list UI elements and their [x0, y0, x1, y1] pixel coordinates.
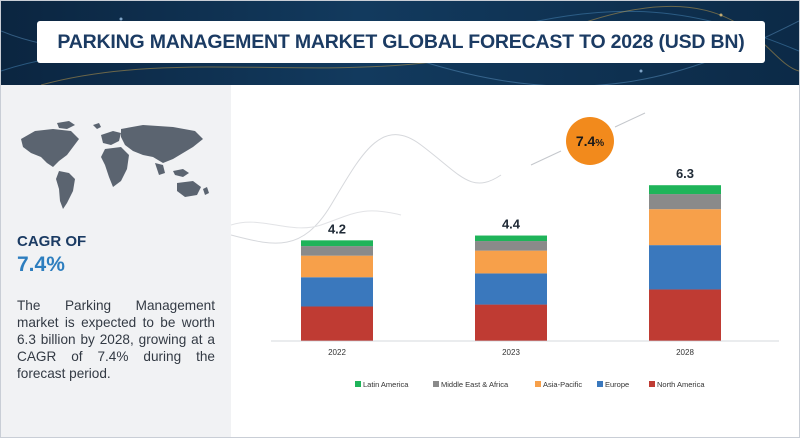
- bar-2028-middle-east-and-africa: [649, 194, 721, 210]
- world-map-icon: [21, 121, 209, 209]
- legend-swatch-latin-america: [355, 381, 361, 387]
- bar-2022-north-america: [301, 306, 373, 341]
- x-tick-2023: 2023: [502, 348, 520, 357]
- total-label-2023: 4.4: [502, 217, 521, 232]
- total-label-2028: 6.3: [676, 166, 694, 181]
- legend-item-middle-east-and-africa: Middle East & Africa: [433, 380, 509, 389]
- bar-2028-latin-america: [649, 185, 721, 195]
- bar-2023-asia-pacific: [475, 250, 547, 274]
- legend-label-middle-east-and-africa: Middle East & Africa: [441, 380, 509, 389]
- chart-title: PARKING MANAGEMENT MARKET GLOBAL FORECAS…: [57, 30, 745, 53]
- legend-item-north-america: North America: [649, 380, 705, 389]
- legend-swatch-middle-east-and-africa: [433, 381, 439, 387]
- chart-decoration: [231, 112, 646, 244]
- cagr-badge-text: 7.4%: [576, 133, 604, 149]
- cagr-badge-circle: [566, 117, 614, 165]
- title-box: PARKING MANAGEMENT MARKET GLOBAL FORECAS…: [37, 21, 765, 63]
- legend-label-europe: Europe: [605, 380, 629, 389]
- total-label-2022: 4.2: [328, 221, 346, 236]
- legend-item-asia-pacific: Asia-Pacific: [535, 380, 582, 389]
- stacked-bar-chart: 4.2 4.4 6.3 2022 2023 2028 7.4% Latin Americ…: [231, 112, 779, 389]
- bar-2023-north-america: [475, 304, 547, 341]
- bar-2023-europe: [475, 273, 547, 305]
- bar-2028-north-america: [649, 289, 721, 341]
- bar-2022-asia-pacific: [301, 255, 373, 278]
- legend-swatch-europe: [597, 381, 603, 387]
- legend-label-north-america: North America: [657, 380, 705, 389]
- bar-2028-asia-pacific: [649, 209, 721, 246]
- bar-2022-europe: [301, 277, 373, 307]
- legend-label-asia-pacific: Asia-Pacific: [543, 380, 582, 389]
- legend-label-latin-america: Latin America: [363, 380, 409, 389]
- cagr-badge: 7.4%: [566, 117, 614, 165]
- cagr-label: CAGR OF: [17, 233, 87, 250]
- legend-swatch-asia-pacific: [535, 381, 541, 387]
- x-tick-2022: 2022: [328, 348, 346, 357]
- chart-area: 4.2 4.4 6.3 2022 2023 2028 7.4% Latin Americ…: [231, 85, 799, 437]
- bar-2023-middle-east-and-africa: [475, 241, 547, 251]
- market-description: The Parking Management market is expecte…: [17, 298, 215, 381]
- x-tick-2028: 2028: [676, 348, 694, 357]
- legend-item-latin-america: Latin America: [355, 380, 409, 389]
- bar-2022-latin-america: [301, 240, 373, 247]
- bar-2022-middle-east-and-africa: [301, 246, 373, 256]
- summary-panel: CAGR OF 7.4% The Parking Management mark…: [1, 85, 231, 437]
- bar-2023-latin-america: [475, 235, 547, 242]
- legend-swatch-north-america: [649, 381, 655, 387]
- bar-2028-europe: [649, 245, 721, 290]
- trend-arrow: [614, 112, 646, 128]
- cagr-value: 7.4%: [17, 253, 65, 276]
- legend-item-europe: Europe: [597, 380, 629, 389]
- header-banner: PARKING MANAGEMENT MARKET GLOBAL FORECAS…: [1, 1, 799, 85]
